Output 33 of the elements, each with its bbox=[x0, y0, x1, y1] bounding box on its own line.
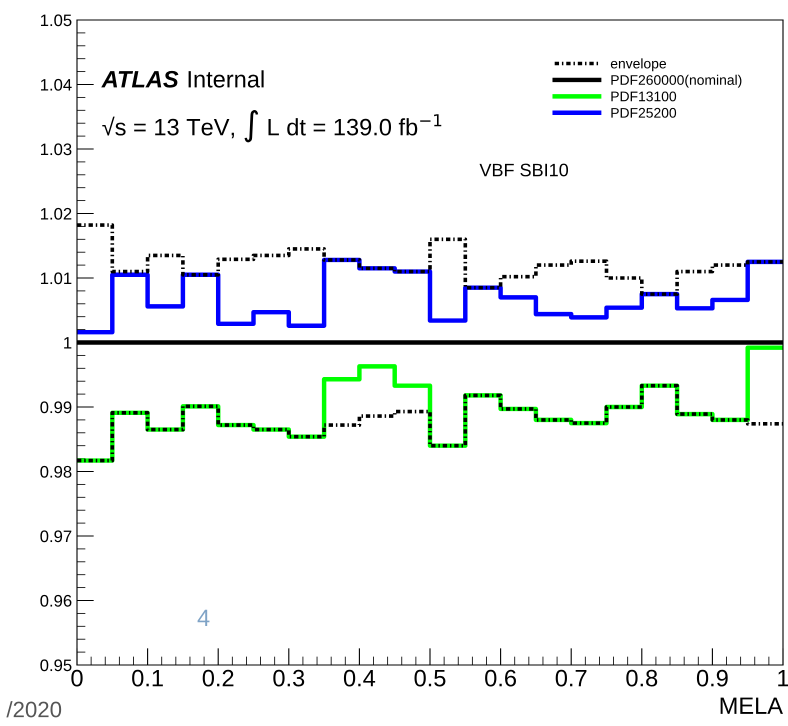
x-tick-label: 0.9 bbox=[696, 670, 728, 687]
y-tick-label: 0.95 bbox=[40, 659, 72, 672]
y-tick-label: 0.98 bbox=[40, 466, 72, 478]
annotation: 4 bbox=[198, 610, 210, 626]
x-tick-label: 0.1 bbox=[132, 670, 163, 687]
legend-label: PDF25200 bbox=[611, 108, 676, 118]
y-tick-label: 0.96 bbox=[40, 594, 72, 607]
annotation: √s = 13 TeV, ∫ L dt = 139.0 fb$^{−1}$ bbox=[102, 110, 442, 142]
x-tick-label: 0.6 bbox=[485, 670, 516, 687]
x-tick-label: 0.2 bbox=[202, 670, 234, 687]
x-tick-label: 0.8 bbox=[626, 670, 658, 687]
x-axis-title: MELA bbox=[720, 698, 783, 714]
x-tick-label: 0.3 bbox=[273, 670, 304, 687]
y-tick-label: 0.97 bbox=[40, 530, 72, 542]
x-tick-label: 0 bbox=[71, 670, 83, 687]
legend-label: PDF13100 bbox=[611, 92, 676, 102]
x-tick-label: 0.7 bbox=[556, 670, 586, 687]
x-tick-label: 0.5 bbox=[414, 670, 446, 687]
x-tick-label: 1 bbox=[778, 670, 788, 686]
y-tick-label: 1.03 bbox=[40, 143, 72, 156]
y-tick-label: 1.02 bbox=[40, 208, 72, 220]
annotation: VBF SBI10 bbox=[480, 164, 568, 176]
y-tick-label: 0.99 bbox=[40, 401, 72, 414]
legend-label: PDF260000(nominal) bbox=[611, 74, 742, 88]
y-tick-label: 1.01 bbox=[40, 272, 72, 284]
text: /2020 bbox=[6, 701, 62, 718]
y-tick-label: 1.04 bbox=[40, 78, 72, 91]
x-tick-label: 0.4 bbox=[344, 670, 376, 687]
legend-label: envelope bbox=[610, 58, 666, 72]
annotation: ATLAS bbox=[101, 70, 178, 88]
y-tick-label: 1 bbox=[64, 337, 72, 349]
annotation: Internal bbox=[188, 70, 264, 88]
y-tick-label: 1.05 bbox=[40, 14, 72, 26]
